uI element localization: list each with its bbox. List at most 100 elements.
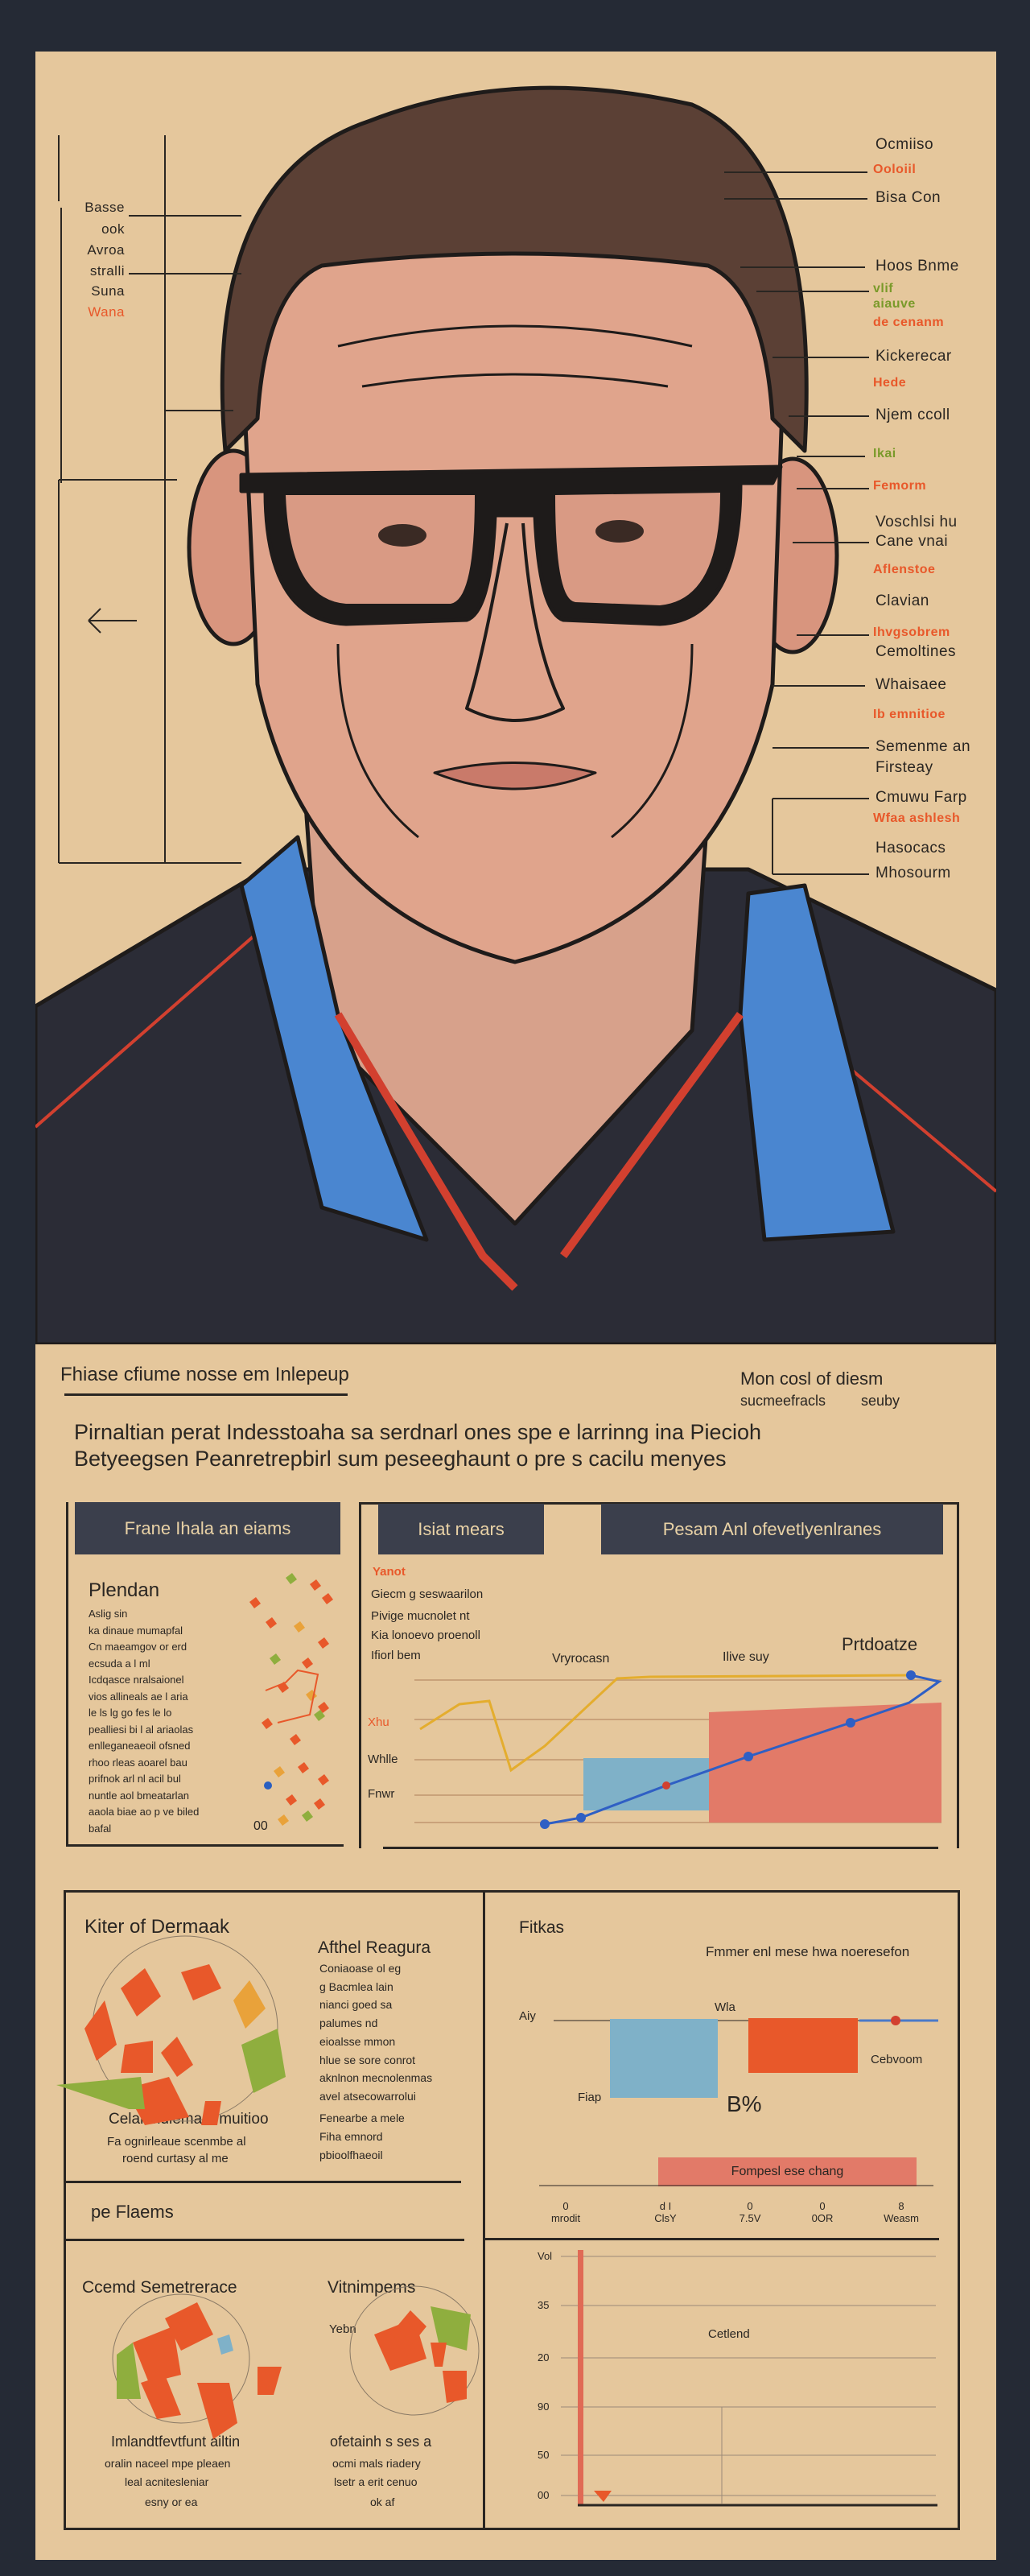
right-label: Ikai (873, 447, 896, 460)
left-panel-header: Frane Ihala an eiams (75, 1502, 340, 1554)
right-label: Firsteay (876, 759, 933, 776)
right-label: Cemoltines (876, 643, 957, 660)
tick-bottom: 7.5V (739, 2212, 761, 2224)
intro-paragraph-2: Betyeegsen Peanretrepbirl sum peseeghaun… (74, 1447, 727, 1471)
tick-top: 0 (819, 2200, 826, 2212)
left-panel-line: Icdqasce nralsaionel (89, 1674, 184, 1686)
left-label: Wana (88, 304, 125, 320)
right-label: Cane vnai (876, 533, 949, 550)
bottom-panel (64, 1890, 960, 2530)
lb-caption-b: ofetainh s ses a (330, 2434, 432, 2450)
right-label: Whaisaee (876, 676, 947, 693)
tick-bottom: ClsY (654, 2212, 677, 2224)
right-panel-line: Pivige mucnolet nt (371, 1609, 470, 1623)
right-panel-baseline (383, 1847, 938, 1849)
right-label: Ihvgsobrem (873, 625, 950, 639)
cb-y-label: 35 (538, 2299, 550, 2311)
lb-title-b: Vitnimpems (328, 2278, 416, 2297)
y-label: Fnwr (368, 1787, 395, 1801)
lt-caption-1: Fa ognirleaue scenmbe al (107, 2135, 246, 2149)
left-panel-line: Aslig sin (89, 1608, 128, 1620)
right-label: Semenme an (876, 738, 971, 755)
lt-side-line: nianci goed sa (319, 1998, 393, 2012)
portrait-illustration (35, 85, 996, 1344)
col-b: Ilive suy (723, 1650, 769, 1664)
lb-caption-a: oralin naceel mpe pleaen (105, 2457, 231, 2470)
left-panel-line: ka dinaue mumapfal (89, 1624, 183, 1637)
right-label: Njem ccoll (876, 407, 950, 423)
bottom-divider-2 (64, 2239, 464, 2241)
cb-y-label: Vol (538, 2250, 553, 2262)
ct-label-right: Cebvoom (871, 2053, 923, 2066)
left-panel-line: bafal (89, 1822, 112, 1835)
title-underline (64, 1393, 348, 1396)
right-label: Clavian (876, 592, 929, 609)
lt-side-line: avel atsecowarrolui (319, 2089, 416, 2103)
bottom-divider-3 (484, 2238, 939, 2240)
side-sub-a: sucmeefracls (740, 1393, 826, 1409)
intro-title: Fhiase cfiume nosse em Inlepeup (60, 1364, 349, 1385)
right-label: Bisa Con (876, 189, 941, 206)
ct-subtitle: Fmmer enl mese hwa noeresefon (706, 1944, 910, 1959)
y-label: Whlle (368, 1752, 398, 1766)
chart-label-red: Yanot (373, 1565, 406, 1579)
cb-y-label: 50 (538, 2449, 550, 2461)
lb-caption-a: Imlandtfevtfunt ailtin (111, 2434, 241, 2450)
right-label: Femorm (873, 479, 927, 493)
right-label: vlif (873, 282, 894, 295)
lt-side-foot: Fiha emnord (319, 2130, 383, 2143)
left-panel-line: aaola biae ao p ve biled (89, 1806, 200, 1818)
left-label: stralli (89, 263, 125, 279)
ct-big-label: B% (727, 2091, 762, 2116)
right-label: Mhosourm (876, 865, 951, 881)
right-label: Wfaa ashlesh (873, 811, 961, 825)
col-a: Vryrocasn (552, 1652, 610, 1666)
tick-top: 8 (898, 2200, 904, 2212)
bottom-divider-1 (64, 2181, 461, 2183)
right-label: Kickerecar (876, 348, 952, 365)
blob-label: Yebn (329, 2322, 356, 2336)
collar-right (738, 883, 896, 1242)
right-label: Aflenstoe (873, 563, 936, 576)
lt-side-foot: pbioolfhaeoil (319, 2149, 383, 2161)
left-panel-line: vios allineals ae l aria (89, 1690, 188, 1703)
tick-top: d I (659, 2200, 672, 2212)
left-panel (66, 1502, 344, 1847)
right-panel-header-a: Isiat mears (378, 1504, 544, 1554)
y-label: Xhu (368, 1715, 389, 1729)
right-label: Ocmiiso (876, 136, 934, 153)
lt-side-line: hlue se sore conrot (319, 2053, 416, 2066)
left-panel-line: ecsuda a l ml (89, 1657, 150, 1670)
bottom-divider-vertical (483, 1890, 485, 2530)
right-label: Ib emnitioe (873, 708, 946, 721)
lb-title-a: Ccemd Semetrerace (82, 2278, 237, 2297)
collar-left (239, 835, 429, 1242)
left-panel-heading: Plendan (89, 1579, 160, 1601)
col-c: Prtdoatze (842, 1634, 918, 1654)
left-panel-line: pealliesi bi l al ariaolas (89, 1723, 194, 1736)
right-label: Hede (873, 376, 907, 390)
tick-bottom: Weasm (884, 2212, 919, 2224)
lb-caption-a: esny or ea (145, 2496, 198, 2508)
right-panel (359, 1502, 959, 1848)
lt-caption-title: Celai mdiema a muitioo (109, 2111, 269, 2128)
lt-side-title: Afthel Reagura (318, 1938, 431, 1957)
lt-side-line: g Bacmlea lain (319, 1979, 393, 1993)
ct-bar: Fompesl ese chang (658, 2157, 917, 2186)
tick-top: 0 (562, 2200, 569, 2212)
lt-side-line: eioalsse mmon (319, 2034, 396, 2048)
lt-caption-2: roend curtasy al me (122, 2152, 229, 2165)
hair (220, 85, 809, 453)
mid-label: pe Flaems (91, 2202, 174, 2222)
left-label: Suna (91, 283, 125, 299)
lt-side-line: Coniaoase ol eg (319, 1962, 402, 1975)
side-title: Mon cosl of diesm (740, 1368, 884, 1389)
left-label: Avroa (87, 242, 125, 258)
lt-title: Kiter of Dermaak (84, 1916, 230, 1938)
ct-label-low: Fiap (578, 2091, 602, 2104)
right-panel-header-b: Pesam Anl ofevetlyenlranes (601, 1504, 943, 1554)
left-panel-line: enlleganeaeoil ofsned (89, 1740, 191, 1752)
lb-caption-b: ocmi mals riadery (332, 2457, 421, 2470)
lb-caption-a: leal acnitesleniar (125, 2475, 209, 2488)
cb-y-label: 90 (538, 2401, 550, 2413)
